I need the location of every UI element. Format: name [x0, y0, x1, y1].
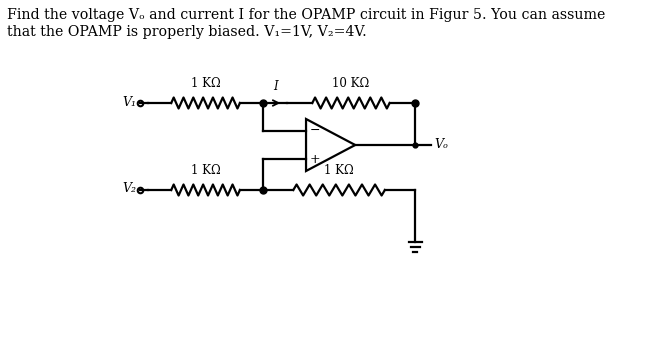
- Text: V₁: V₁: [123, 96, 136, 108]
- Text: 10 KΩ: 10 KΩ: [333, 77, 370, 90]
- Text: +: +: [309, 152, 320, 166]
- Text: Find the voltage Vₒ and current I for the OPAMP circuit in Figur 5. You can assu: Find the voltage Vₒ and current I for th…: [7, 8, 605, 22]
- Text: V₂: V₂: [123, 183, 136, 195]
- Text: −: −: [309, 124, 319, 138]
- Text: Vₒ: Vₒ: [434, 139, 448, 151]
- Text: that the OPAMP is properly biased. V₁=1V, V₂=4V.: that the OPAMP is properly biased. V₁=1V…: [7, 25, 366, 39]
- Text: 1 KΩ: 1 KΩ: [190, 164, 220, 177]
- Text: 1 KΩ: 1 KΩ: [324, 164, 354, 177]
- Text: I: I: [273, 80, 277, 93]
- Text: 1 KΩ: 1 KΩ: [190, 77, 220, 90]
